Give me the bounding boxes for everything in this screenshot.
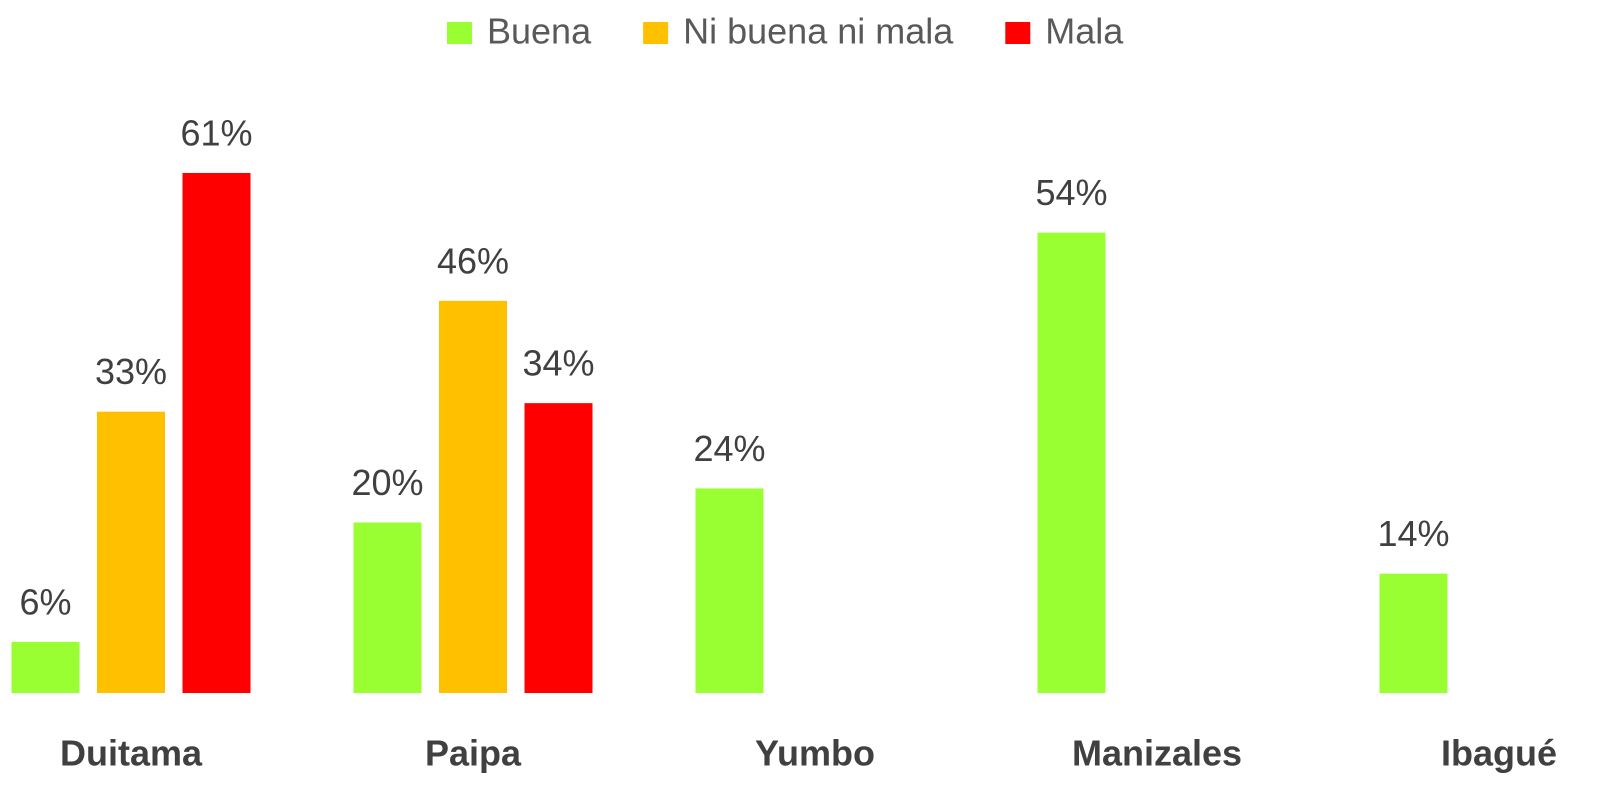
data-label: 6% bbox=[19, 581, 71, 622]
bar bbox=[524, 403, 593, 693]
legend-label: Mala bbox=[1045, 11, 1124, 52]
bar bbox=[353, 522, 422, 693]
data-label: 54% bbox=[1035, 172, 1107, 213]
data-label: 61% bbox=[180, 112, 252, 153]
x-tick-label: Manizales bbox=[1072, 733, 1242, 774]
legend-swatch bbox=[447, 22, 472, 44]
x-tick-label: Paipa bbox=[425, 733, 522, 774]
bar bbox=[97, 411, 165, 693]
x-tick-label: Yumbo bbox=[755, 733, 875, 774]
bar bbox=[439, 300, 507, 693]
bar bbox=[1379, 573, 1448, 693]
legend-label: Ni buena ni mala bbox=[683, 11, 954, 52]
bar bbox=[11, 641, 80, 693]
bar bbox=[1037, 232, 1106, 693]
data-label: 14% bbox=[1377, 513, 1449, 554]
legend-swatch bbox=[643, 22, 669, 44]
legend-swatch bbox=[1005, 22, 1031, 44]
data-label: 20% bbox=[351, 462, 423, 503]
bar bbox=[182, 172, 251, 694]
legend-label: Buena bbox=[487, 11, 592, 52]
data-label: 24% bbox=[693, 428, 765, 469]
data-label: 34% bbox=[522, 343, 594, 384]
x-tick-label: Duitama bbox=[60, 733, 203, 774]
data-label: 33% bbox=[95, 351, 167, 392]
x-tick-label: Ibagué bbox=[1441, 733, 1557, 774]
data-label: 46% bbox=[437, 240, 509, 281]
bar bbox=[695, 488, 764, 693]
